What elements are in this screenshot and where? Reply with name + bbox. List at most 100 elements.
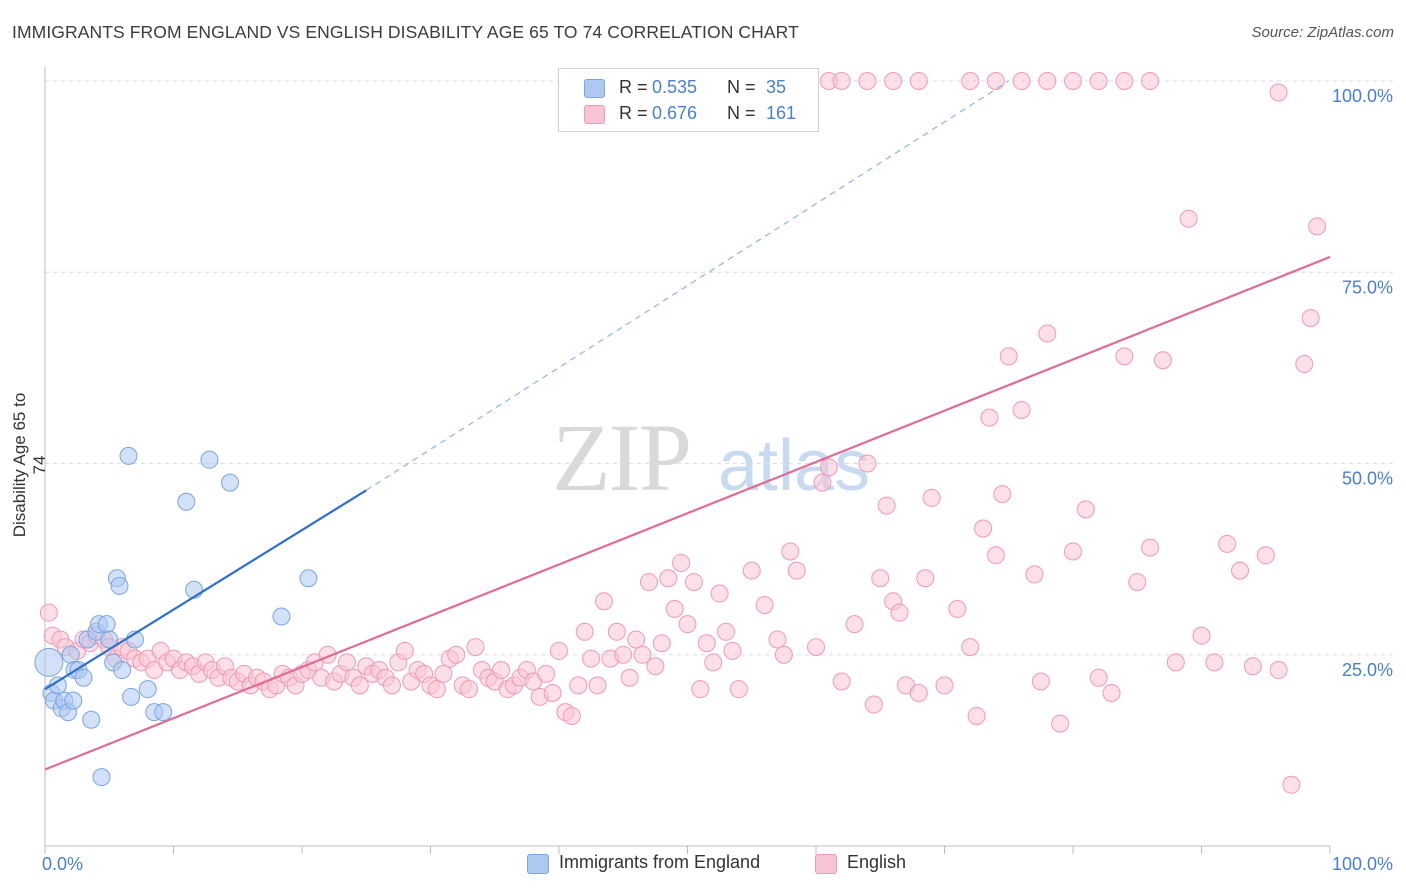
legend-r-label: R = [619,103,648,123]
point-english [1269,83,1288,102]
point-english [1064,72,1082,90]
point-english [543,684,562,702]
point-english [1301,309,1320,328]
point-english [627,630,646,649]
point-english [447,645,466,664]
point-english [460,680,479,699]
point-english [350,676,369,695]
point-english [755,596,774,615]
point-english [1141,72,1160,90]
point-english [646,657,665,676]
point-english [569,676,588,695]
point-english [1089,668,1108,687]
point-english [1231,561,1250,580]
point-english [550,641,568,660]
legend-n-label: N = [727,77,756,97]
point-english [434,664,453,683]
trend-line-england-extension [365,80,1010,491]
point-english [1076,500,1095,519]
legend-r-value: 0.535 [652,77,698,97]
chart-title: IMMIGRANTS FROM ENGLAND VS ENGLISH DISAB… [12,22,799,42]
point-english [1141,538,1160,557]
point-english [1089,72,1108,90]
y-tick-label: 75.0% [1342,277,1393,297]
bottom-legend-label-english: English [847,852,907,872]
trend-line-england [44,489,367,691]
point-english [620,668,639,687]
point-english [639,573,658,592]
y-tick-label: 100.0% [1332,86,1393,106]
legend-r-label: R = [619,77,648,97]
point-england [122,687,141,706]
point-english [1256,546,1275,565]
point-english [1153,351,1172,370]
point-england [74,668,93,687]
point-english [607,622,626,641]
x-tick-label-max: 100.0% [1332,854,1393,874]
legend-row-england: R = 0.535 N = 35 [559,75,818,101]
point-english [832,672,851,691]
point-english [1051,714,1070,733]
legend-n-value: 161 [766,103,797,123]
point-english [1012,400,1031,419]
point-english [697,634,716,653]
point-english [813,473,832,492]
point-english [684,573,703,592]
point-english [781,542,800,561]
point-english [961,638,980,657]
point-english [582,649,601,668]
point-england [272,607,291,626]
point-english [537,664,556,683]
point-england [119,446,138,465]
point-english [1166,653,1185,672]
point-english [665,599,684,618]
point-english [691,680,710,699]
point-english [1025,565,1044,584]
point-english [864,695,883,714]
point-england [221,473,240,492]
point-england [110,576,129,595]
y-tick-label: 50.0% [1342,469,1393,489]
watermark-zip: ZIP [552,404,690,511]
point-english [1218,534,1237,553]
point-english [588,676,607,695]
point-english [980,408,999,427]
point-english [729,680,748,699]
point-english [575,622,594,641]
legend-swatch-england [584,79,605,98]
legend-r-value: 0.676 [652,103,698,123]
point-english [1179,209,1198,228]
point-england [138,680,157,699]
point-english [1115,347,1134,366]
point-english [1192,626,1211,645]
y-axis-title: Disability Age 65 to 74 [10,392,49,538]
point-english [807,638,825,657]
point-english [678,615,697,634]
point-england [64,691,83,710]
point-english [1128,573,1147,592]
legend-n-label: N = [727,103,756,123]
point-english [562,706,581,725]
point-england [82,710,101,729]
point-england [34,647,64,677]
point-english [884,72,903,90]
point-english [890,603,909,622]
point-england [97,615,116,634]
point-english [832,72,851,90]
point-english [659,569,678,588]
point-english [871,569,890,588]
point-england [299,569,318,588]
point-english [1243,657,1262,676]
point-english [427,680,446,699]
point-english [1269,661,1288,680]
point-english [768,630,787,649]
point-english [819,458,838,477]
point-english [395,641,414,660]
point-english [710,584,729,603]
point-english [1012,72,1031,90]
point-english [1115,72,1134,90]
point-english [742,561,761,580]
point-english [1038,324,1057,343]
point-english [1282,775,1301,794]
